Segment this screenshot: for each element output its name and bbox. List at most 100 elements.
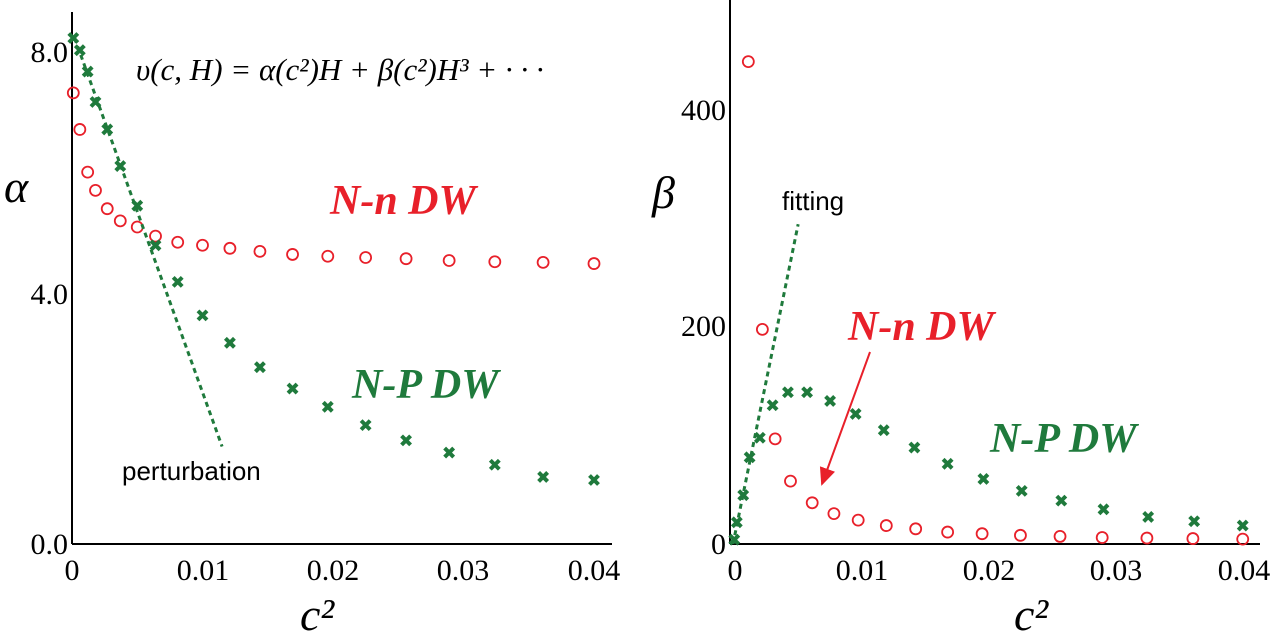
alpha-n-p-dw-point-10 — [223, 336, 236, 349]
alpha-n-n-dw-point-1 — [73, 123, 87, 136]
beta-panel: β c² 0 200 400 0 0.01 0.02 0.03 0.04 fit… — [651, 0, 1270, 636]
alpha-n-p-dw-point-3 — [89, 96, 102, 108]
beta-n-p-dw-point-8 — [824, 394, 837, 407]
alpha-panel: α c² 0.0 4.0 8.0 0 0.01 0.02 0.03 0.04 υ… — [4, 12, 620, 636]
beta-n-p-dw-point-5 — [766, 399, 779, 412]
alpha-n-n-dw-point-13 — [321, 249, 335, 263]
alpha-n-n-dw-point-15 — [399, 252, 413, 266]
beta-n-n-dw-point-1 — [755, 322, 769, 336]
beta-n-n-dw-point-0 — [741, 55, 755, 69]
alpha-n-n-dw-point-3 — [89, 184, 102, 197]
alpha-n-n-dw-point-19 — [587, 257, 601, 270]
beta-nn-label: N-n DW — [847, 304, 997, 350]
alpha-n-n-dw-point-2 — [81, 165, 95, 179]
alpha-x-axis-label: c² — [300, 589, 335, 636]
beta-n-p-dw-point-15 — [1055, 494, 1068, 507]
beta-n-n-dw-point-5 — [827, 507, 841, 521]
beta-n-n-dw-point-6 — [851, 513, 865, 527]
alpha-n-n-dw-point-8 — [171, 235, 185, 249]
alpha-n-n-dw-point-6 — [130, 220, 144, 234]
alpha-n-n-dw-point-4 — [100, 202, 114, 216]
perturbation-label: perturbation — [122, 456, 261, 486]
alpha-n-n-dw-point-14 — [359, 251, 373, 264]
beta-n-n-dw-point-7 — [879, 519, 893, 532]
alpha-n-p-dw-point-12 — [286, 382, 299, 395]
alpha-n-p-dw-point-17 — [488, 458, 501, 471]
beta-n-n-dw-point-13 — [1095, 531, 1109, 544]
beta-n-n-dw-point-11 — [1014, 528, 1027, 542]
beta-axis-label: β — [651, 167, 675, 218]
alpha-y-ticks: 0.0 4.0 8.0 — [31, 36, 69, 561]
alpha-n-n-dw-point-9 — [196, 238, 209, 252]
alpha-n-n-dw-point-16 — [442, 254, 456, 267]
alpha-n-p-dw-point-14 — [359, 419, 372, 432]
beta-n-p-dw-point-19 — [1236, 519, 1249, 532]
formula: υ(c, H) = α(c²)H + β(c²)H³ + · · · — [136, 52, 544, 87]
beta-fitting-line — [731, 223, 800, 545]
beta-nn-arrow — [819, 351, 871, 486]
beta-x-ticks: 0 0.01 0.02 0.03 0.04 — [728, 554, 1271, 587]
alpha-n-p-dw-point-11 — [254, 361, 266, 374]
beta-n-n-dw-point-15 — [1186, 532, 1200, 545]
beta-n-n-dw-point-14 — [1140, 531, 1154, 545]
alpha-n-p-dw-point-9 — [196, 309, 209, 322]
beta-n-p-dw-point-7 — [801, 386, 814, 399]
alpha-x-tick-0: 0 — [65, 554, 80, 587]
alpha-n-n-dw-point-18 — [536, 255, 550, 269]
alpha-n-n-dw-point-10 — [223, 241, 237, 255]
alpha-plot-marks — [66, 32, 601, 486]
beta-n-p-dw-point-13 — [977, 473, 990, 485]
beta-x-tick-0: 0 — [728, 554, 743, 587]
alpha-n-p-dw-point-15 — [400, 434, 412, 447]
alpha-n-n-dw-point-0 — [66, 86, 80, 100]
beta-y-tick-200: 200 — [681, 310, 726, 343]
beta-x-tick-003: 0.03 — [1090, 554, 1143, 587]
alpha-n-p-dw-point-16 — [443, 446, 456, 459]
beta-x-tick-004: 0.04 — [1218, 554, 1271, 587]
beta-y-tick-0: 0 — [711, 528, 726, 561]
beta-n-p-dw-point-11 — [908, 441, 921, 454]
beta-n-p-dw-point-18 — [1188, 515, 1201, 528]
beta-x-axis-label: c² — [1014, 589, 1049, 636]
beta-n-p-dw-point-17 — [1142, 510, 1155, 523]
beta-plot-marks — [728, 55, 1250, 546]
alpha-n-n-dw-point-17 — [488, 255, 502, 269]
fitting-label: fitting — [782, 186, 844, 216]
alpha-nn-label: N-n DW — [329, 178, 479, 224]
alpha-y-tick-4: 4.0 — [31, 278, 69, 311]
beta-n-n-dw-point-9 — [941, 525, 955, 539]
beta-y-ticks: 0 200 400 — [681, 94, 726, 561]
beta-y-tick-400: 400 — [681, 94, 726, 127]
beta-n-p-dw-point-10 — [877, 424, 890, 437]
beta-n-p-dw-point-4 — [753, 431, 766, 444]
alpha-axis-label: α — [4, 161, 29, 212]
beta-n-p-dw-point-9 — [849, 408, 862, 420]
beta-n-p-dw-point-6 — [782, 386, 794, 399]
alpha-n-n-dw-point-5 — [113, 214, 127, 228]
alpha-perturbation-line — [73, 37, 224, 447]
alpha-y-tick-8: 8.0 — [31, 36, 69, 69]
beta-x-tick-002: 0.02 — [963, 554, 1016, 587]
alpha-np-label: N-P DW — [351, 362, 501, 408]
beta-n-n-dw-point-2 — [768, 432, 782, 446]
beta-n-n-dw-point-4 — [805, 496, 819, 510]
alpha-n-p-dw-point-7 — [149, 239, 162, 252]
alpha-n-p-dw-point-2 — [81, 65, 94, 78]
alpha-n-p-dw-point-19 — [588, 474, 600, 486]
alpha-n-n-dw-point-7 — [149, 229, 162, 243]
alpha-x-tick-002: 0.02 — [307, 554, 360, 587]
beta-n-n-dw-point-8 — [909, 522, 923, 536]
beta-n-p-dw-point-16 — [1097, 503, 1110, 516]
alpha-n-p-dw-point-8 — [171, 275, 184, 288]
alpha-x-tick-004: 0.04 — [568, 554, 621, 587]
alpha-x-tick-003: 0.03 — [437, 554, 490, 587]
beta-n-n-dw-point-3 — [784, 474, 797, 488]
beta-n-n-dw-point-10 — [975, 527, 989, 541]
alpha-n-n-dw-point-11 — [253, 244, 267, 258]
beta-x-tick-001: 0.01 — [836, 554, 889, 587]
alpha-y-tick-0: 0.0 — [31, 528, 69, 561]
alpha-n-p-dw-point-18 — [537, 471, 550, 483]
alpha-n-n-dw-point-12 — [286, 248, 299, 261]
